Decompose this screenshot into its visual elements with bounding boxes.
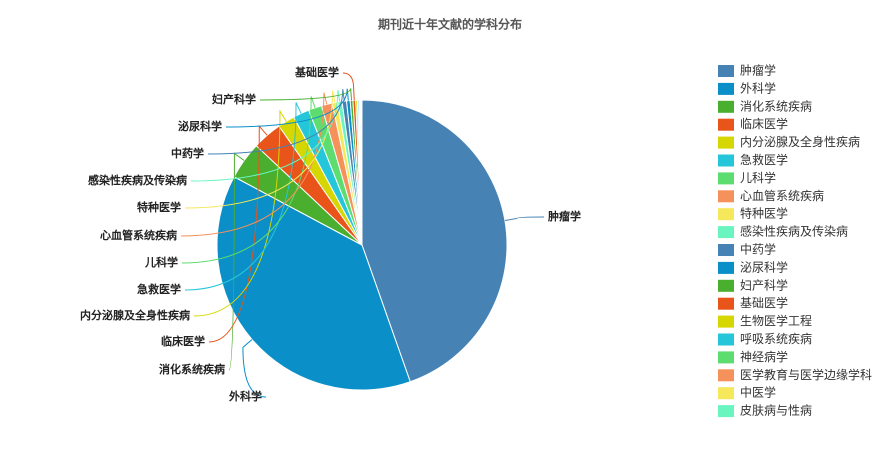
legend-label: 内分泌腺及全身性疾病 <box>740 134 860 149</box>
legend-label: 医学教育与医学边缘学科 <box>740 367 872 382</box>
legend-label: 儿科学 <box>740 170 776 185</box>
pie-slice <box>216 176 411 391</box>
label-line <box>180 92 328 237</box>
legend-swatch <box>718 208 734 221</box>
slice-label: 心血管系统疾病 <box>100 228 177 242</box>
legend-swatch <box>718 333 734 346</box>
label-line <box>259 88 353 101</box>
legend-swatch <box>718 118 734 131</box>
legend-swatch <box>718 244 734 256</box>
legend-swatch <box>718 261 734 274</box>
legend-label: 外科学 <box>740 80 776 95</box>
legend-label: 生物医学工程 <box>740 313 812 328</box>
legend-label: 泌尿科学 <box>740 259 788 274</box>
label-line <box>193 109 287 317</box>
slice-label: 基础医学 <box>294 65 339 79</box>
legend-label: 消化系统疾病 <box>740 98 812 113</box>
legend-swatch <box>718 315 734 328</box>
slice-label: 急救医学 <box>137 282 181 296</box>
slice-label: 消化系统疾病 <box>159 362 225 376</box>
legend-label: 基础医学 <box>740 295 788 310</box>
legend-label: 肿瘤学 <box>740 63 776 78</box>
legend-swatch <box>718 190 734 203</box>
legend-label: 皮肤病与性病 <box>740 403 812 418</box>
legend-swatch <box>718 65 734 77</box>
legend-label: 中药学 <box>740 242 776 257</box>
legend-label: 感染性疾病及传染病 <box>740 224 848 239</box>
legend-label: 心血管系统疾病 <box>740 188 824 203</box>
label-line <box>181 96 316 264</box>
slice-label: 妇产科学 <box>211 92 256 106</box>
slice-label: 儿科学 <box>144 255 178 269</box>
legend-label: 神经病学 <box>740 349 788 364</box>
label-line <box>342 72 355 101</box>
slice-label: 泌尿科学 <box>178 119 222 133</box>
legend-swatch <box>718 369 734 382</box>
slice-label: 中药学 <box>171 146 204 160</box>
legend-swatch <box>718 154 734 167</box>
slice-label: 临床医学 <box>161 334 205 348</box>
legend-swatch <box>718 226 734 239</box>
legend-swatch <box>718 405 734 418</box>
label-line <box>208 124 268 343</box>
label-line <box>207 89 345 155</box>
slice-label: 特种医学 <box>137 200 181 214</box>
label-line <box>242 339 267 398</box>
slice-label: 外科学 <box>228 389 262 403</box>
legend-swatch <box>718 297 734 310</box>
label-line <box>228 152 245 371</box>
legend-swatch <box>718 100 734 113</box>
label-line <box>504 216 545 222</box>
chart-title: 期刊近十年文献的学科分布 <box>378 17 522 32</box>
slice-label: 感染性疾病及传染病 <box>88 173 187 187</box>
legend-swatch <box>718 279 734 292</box>
pie-slice <box>361 99 508 383</box>
legend-label: 临床医学 <box>740 116 788 131</box>
legend-label: 妇产科学 <box>740 277 788 292</box>
legend-swatch <box>718 172 734 185</box>
legend-swatch <box>718 82 734 95</box>
slice-label: 内分泌腺及全身性疾病 <box>80 308 190 322</box>
legend-label: 中医学 <box>740 385 776 400</box>
legend-label: 急救医学 <box>740 152 788 167</box>
legend-label: 呼吸系统疾病 <box>740 331 812 346</box>
label-line <box>184 102 302 291</box>
legend-label: 特种医学 <box>740 206 788 221</box>
label-line <box>190 89 341 182</box>
legend-swatch <box>718 136 734 149</box>
legend-swatch <box>718 351 734 364</box>
legend-swatch <box>718 387 734 400</box>
slice-label: 肿瘤学 <box>548 209 581 223</box>
label-line <box>184 90 336 209</box>
